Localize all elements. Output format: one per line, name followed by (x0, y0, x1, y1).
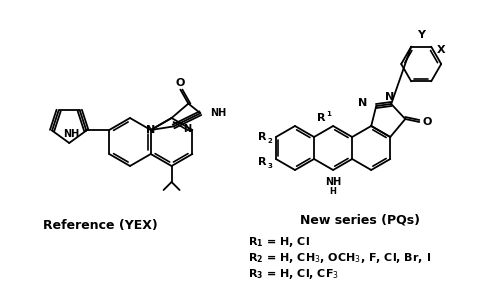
Text: N: N (146, 125, 156, 135)
Text: X: X (437, 45, 446, 55)
Text: NH: NH (210, 108, 227, 118)
Text: O: O (422, 117, 432, 127)
Text: 2: 2 (268, 138, 272, 144)
Text: New series (PQs): New series (PQs) (300, 213, 420, 226)
Text: Y: Y (417, 30, 425, 40)
Text: H: H (329, 188, 336, 197)
Text: N: N (358, 98, 367, 108)
Text: R: R (317, 113, 326, 123)
Text: Reference (YEX): Reference (YEX) (42, 218, 158, 232)
Text: 1: 1 (327, 111, 331, 117)
Text: O: O (176, 78, 185, 87)
Text: N: N (184, 124, 192, 134)
Text: $\mathbf{R_2}$ = H, CH$_3$, OCH$_3$, F, Cl, Br, I: $\mathbf{R_2}$ = H, CH$_3$, OCH$_3$, F, … (248, 251, 431, 265)
Text: $\mathbf{R_1}$ = H, Cl: $\mathbf{R_1}$ = H, Cl (248, 235, 310, 249)
Text: NH: NH (325, 177, 341, 187)
Text: 3: 3 (268, 163, 272, 169)
Text: N: N (385, 92, 394, 102)
Text: R: R (258, 132, 266, 142)
Text: $\mathbf{R_3}$ = H, Cl, CF$_3$: $\mathbf{R_3}$ = H, Cl, CF$_3$ (248, 267, 339, 281)
Text: R: R (258, 157, 266, 167)
Text: NH: NH (63, 129, 80, 139)
